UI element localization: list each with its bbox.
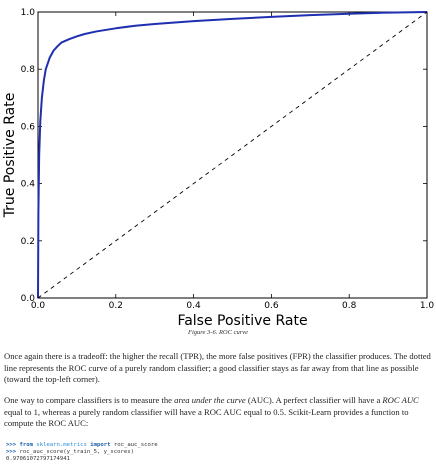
code-import-name: roc_auc_score (114, 442, 158, 448)
code-keyword-import: import (90, 442, 110, 448)
roc-chart: 0.0 0.2 0.4 0.6 0.8 1.00.00.20.40.60.81.0Fals… (0, 0, 436, 330)
paragraph-auc: One way to compare classifiers is to mea… (4, 395, 432, 430)
code-keyword-from: from (19, 442, 32, 448)
y-tick-label: 0.0 (21, 294, 36, 304)
x-tick-label: 0.2 (109, 301, 123, 311)
x-tick-label: 0.8 (342, 301, 357, 311)
paragraph-tradeoff: Once again there is a tradeoff: the high… (4, 351, 432, 386)
x-tick-label: 0.6 (264, 301, 279, 311)
x-tick-label: 1.0 (420, 301, 435, 311)
random-classifier-line (38, 12, 427, 298)
y-tick-label: 0.2 (21, 237, 35, 247)
paragraph-auc-emphasis-1: area under the curve (174, 395, 246, 405)
code-module: sklearn.metrics (36, 442, 87, 448)
paragraph-auc-emphasis-2: ROC AUC (382, 395, 418, 405)
paragraph-auc-text-3: equal to 1, whereas a purely random clas… (4, 407, 409, 429)
x-tick-label: 0.4 (186, 301, 201, 311)
code-prompt-2: >>> (6, 449, 16, 455)
y-axis-label: True Positive Rate (2, 93, 18, 219)
y-tick-label: 1.0 (21, 8, 36, 18)
code-prompt-1: >>> (6, 442, 16, 448)
y-tick-label: 0.6 (21, 122, 36, 132)
x-axis-label: False Positive Rate (177, 313, 307, 329)
code-block: >>> from sklearn.metrics import roc_auc_… (6, 442, 158, 464)
code-call: roc_auc_score(y_train_5, y_scores) (19, 449, 134, 455)
paragraph-auc-text-1: One way to compare classifiers is to mea… (4, 395, 174, 405)
y-tick-label: 0.8 (21, 65, 36, 75)
paragraph-auc-text-2: (AUC). A perfect classifier will have a (246, 395, 383, 405)
y-tick-label: 0.4 (21, 180, 36, 190)
code-output: 0.97061072797174941 (6, 456, 70, 462)
figure-caption: Figure 3-6. ROC curve (0, 329, 436, 336)
